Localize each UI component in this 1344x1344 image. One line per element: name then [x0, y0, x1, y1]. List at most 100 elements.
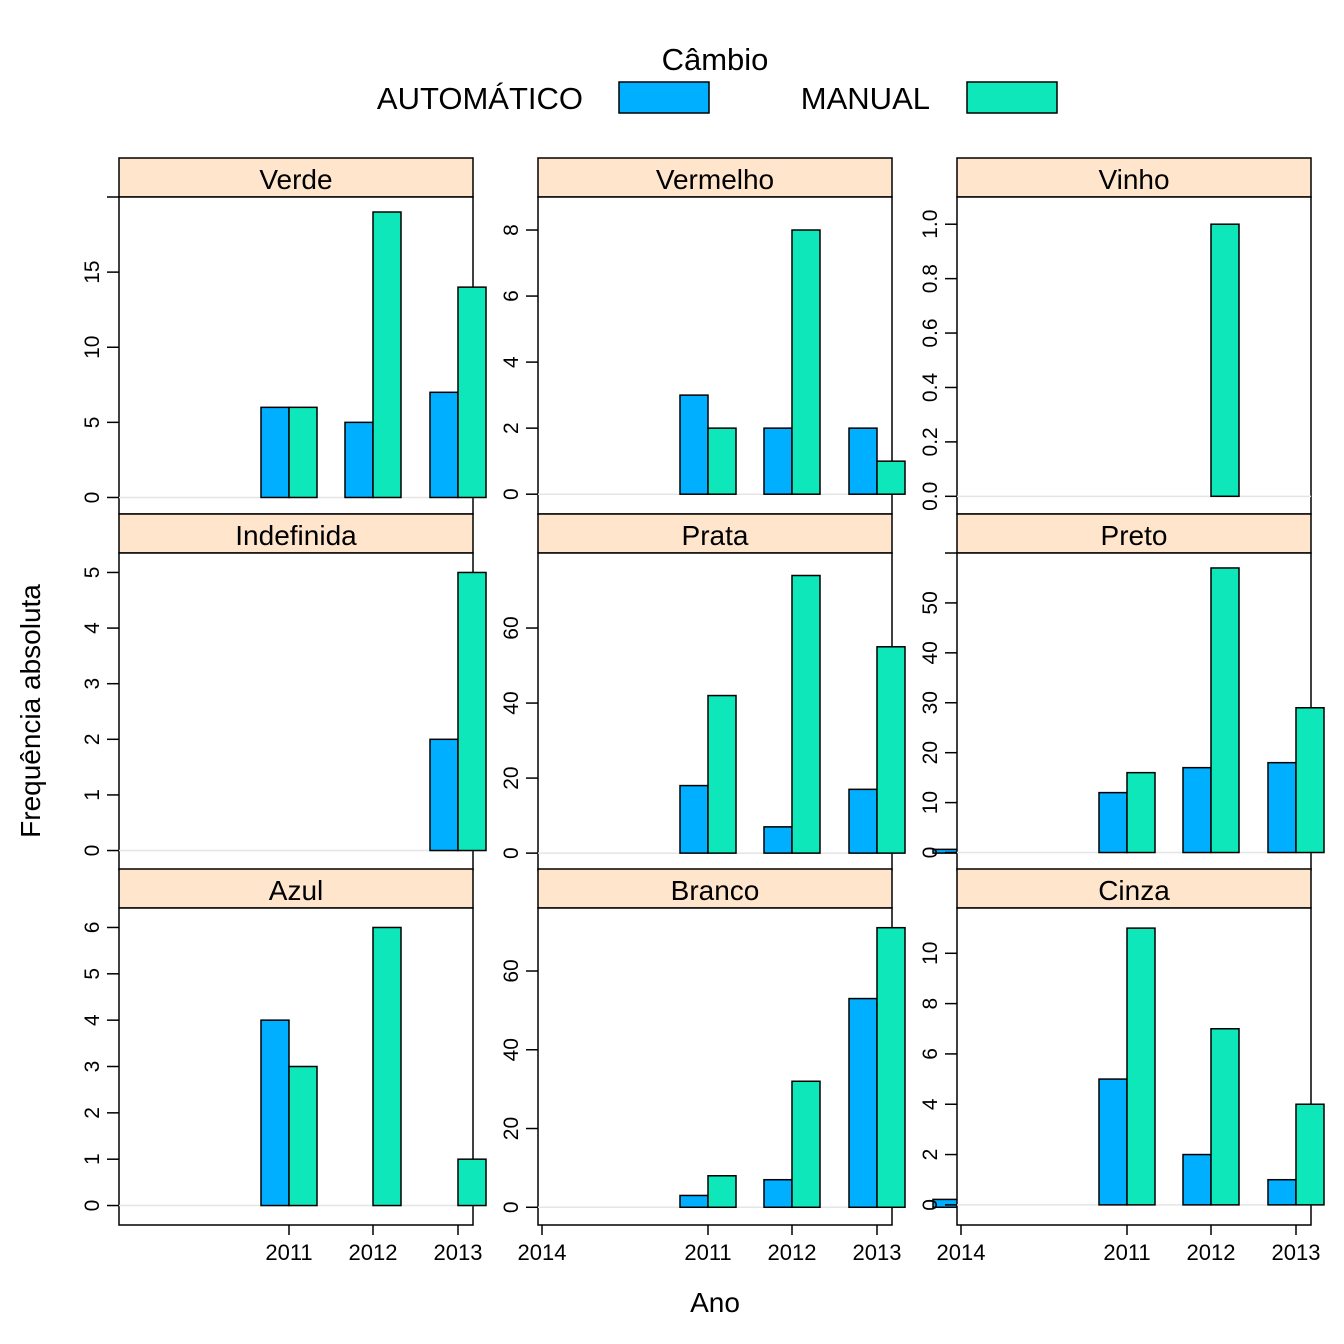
x-tick-label: 2013 [1272, 1240, 1321, 1265]
legend: Câmbio AUTOMÁTICO MANUAL [377, 42, 1058, 116]
legend-swatch-manual [966, 81, 1058, 114]
legend-label-automatico: AUTOMÁTICO [377, 81, 583, 116]
y-tick-label: 2 [81, 1107, 104, 1119]
x-tick-label: 2014 [518, 1240, 567, 1265]
y-tick-label: 1 [81, 789, 104, 801]
panel-vinho: Vinho 0.0 0.2 0.4 0.6 0.8 1.0 [919, 157, 1312, 515]
bar-manual-2013 [457, 286, 487, 499]
y-tick-label: 30 [919, 691, 942, 714]
bar-manual-2011 [707, 694, 737, 854]
y-tick-label: 10 [919, 791, 942, 814]
x-tick-label: 2012 [768, 1240, 817, 1265]
bar-manual-2011 [707, 427, 737, 495]
bar-manual-2011 [288, 406, 318, 499]
bar-automatico-2011 [1098, 791, 1128, 854]
y-tick-label: 2 [500, 422, 523, 434]
panel-title: Azul [269, 875, 323, 906]
bar-automatico-2013 [429, 391, 459, 499]
bar-manual-2013 [1295, 707, 1325, 854]
panel-title: Branco [671, 875, 760, 906]
y-tick-label: 3 [81, 1061, 104, 1073]
bar-automatico-2011 [260, 1019, 290, 1207]
y-tick-label: 20 [500, 766, 523, 789]
bar-manual-2013 [876, 460, 906, 495]
bar-manual-2012 [372, 211, 402, 499]
y-tick-label: 15 [81, 260, 104, 283]
panel-title: Vermelho [656, 164, 774, 195]
panel-verde: Verde 0 5 10 15 [81, 157, 571, 515]
bar-automatico-2012 [763, 826, 793, 854]
y-tick-label: 0 [500, 847, 523, 859]
panel-frame [537, 907, 893, 1226]
y-tick-label: 10 [919, 942, 942, 965]
y-tick-label: 0 [500, 488, 523, 500]
bar-manual-2012 [791, 229, 821, 495]
y-axis-label: Frequência absoluta [15, 584, 46, 838]
bar-automatico-2011 [679, 784, 709, 854]
y-tick-label: 8 [500, 224, 523, 236]
panel-title: Indefinida [235, 520, 357, 551]
panel-strip [118, 868, 474, 909]
y-tick-label: 6 [919, 1048, 942, 1060]
y-tick-label: 5 [81, 417, 104, 429]
x-tick-label: 2014 [937, 1240, 986, 1265]
x-tick-label: 2012 [1187, 1240, 1236, 1265]
bar-manual-2012 [791, 574, 821, 854]
y-tick-label: 0 [81, 845, 104, 857]
y-tick-label: 0 [500, 1201, 523, 1213]
y-tick-label: 1 [81, 1153, 104, 1165]
panel-azul: Azul 0 1 2 3 4 5 6 2011 2012 2013 2014 [81, 868, 567, 1265]
panel-strip [537, 868, 893, 909]
bar-automatico-2011 [1098, 1078, 1128, 1206]
y-tick-label: 0.0 [919, 482, 942, 511]
y-tick-label: 40 [500, 691, 523, 714]
y-tick-label: 4 [81, 1014, 104, 1026]
bar-automatico-2011 [260, 406, 290, 499]
y-tick-label: 0 [81, 1200, 104, 1212]
bar-manual-2013 [1295, 1103, 1325, 1206]
y-tick-label: 60 [500, 616, 523, 639]
bar-manual-2011 [288, 1065, 318, 1207]
panel-vermelho: Vermelho 0 2 4 6 8 [500, 157, 906, 515]
y-tick-label: 4 [500, 356, 523, 368]
panel-cinza: Cinza 0 2 4 6 8 10 2011 2012 2013 2014 [919, 868, 1325, 1265]
panel-title: Preto [1101, 520, 1168, 551]
bar-automatico-2012 [1182, 1153, 1212, 1206]
y-tick-label: 0.4 [919, 373, 942, 403]
bar-automatico-2013 [1267, 761, 1297, 854]
legend-label-manual: MANUAL [801, 81, 930, 116]
y-tick-label: 3 [81, 678, 104, 690]
bar-manual-2011 [707, 1175, 737, 1209]
bar-manual-2013 [876, 926, 906, 1209]
legend-swatch-automatico [618, 81, 710, 114]
panel-strip [118, 157, 474, 198]
y-tick-label: 60 [500, 959, 523, 982]
bar-manual-2013 [457, 1158, 487, 1207]
x-tick-label: 2011 [1103, 1240, 1150, 1265]
bar-automatico-2013 [848, 427, 878, 495]
y-tick-label: 1.0 [919, 210, 942, 239]
x-tick-label: 2013 [434, 1240, 483, 1265]
y-tick-label: 8 [919, 998, 942, 1010]
y-tick-label: 40 [500, 1038, 523, 1061]
y-tick-label: 20 [500, 1117, 523, 1140]
bar-automatico-2011 [679, 394, 709, 495]
panel-frame [956, 196, 1312, 515]
y-tick-label: 0 [919, 847, 942, 859]
y-tick-label: 0 [919, 1199, 942, 1211]
y-tick-label: 4 [919, 1098, 942, 1110]
y-tick-label: 0.8 [919, 264, 942, 293]
panel-strip [537, 513, 893, 554]
bar-manual-2013 [876, 646, 906, 854]
y-tick-label: 5 [81, 968, 104, 980]
bar-automatico-2012 [344, 421, 374, 499]
bar-automatico-2013 [848, 788, 878, 854]
bar-automatico-2013 [848, 997, 878, 1209]
bar-manual-2012 [1210, 223, 1240, 498]
panel-title: Verde [259, 164, 332, 195]
panel-title: Vinho [1098, 164, 1169, 195]
bar-manual-2012 [1210, 1028, 1240, 1206]
x-tick-label: 2012 [349, 1240, 398, 1265]
